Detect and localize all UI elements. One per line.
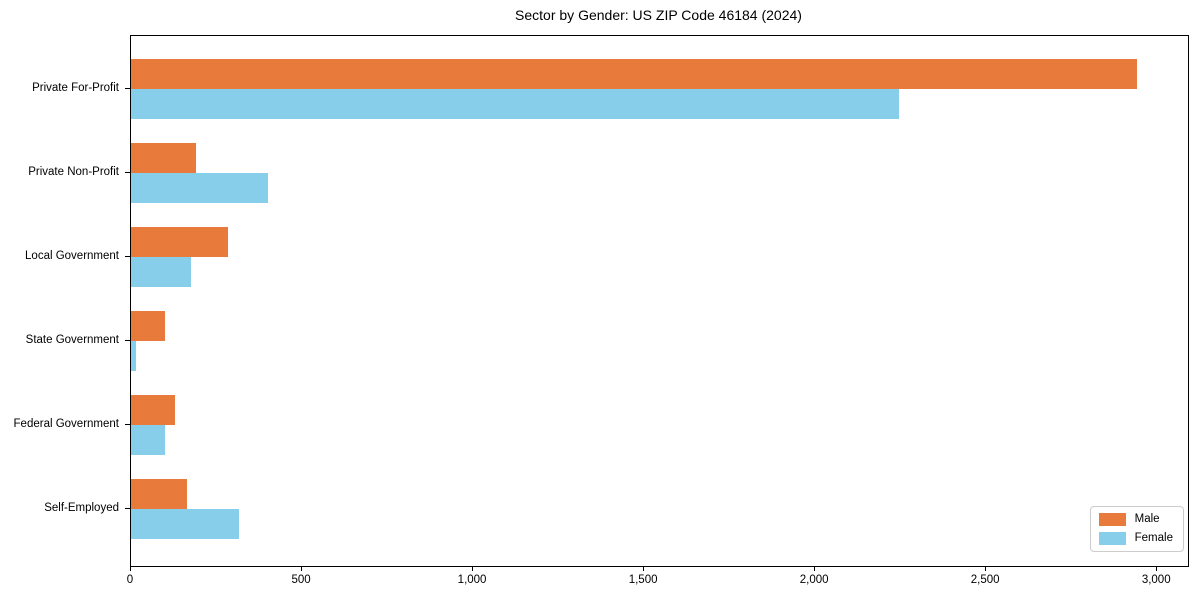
y-tick-label: Self-Employed <box>44 502 119 514</box>
bar-female-state-government <box>131 341 137 371</box>
legend-label-male: Male <box>1134 513 1160 525</box>
bar-male-private-non-profit <box>131 143 196 173</box>
y-tick-label: Private Non-Profit <box>28 166 119 178</box>
x-tick-label: 0 <box>126 574 134 586</box>
y-tick-label: Local Government <box>25 250 119 262</box>
y-tick-label: State Government <box>25 334 119 346</box>
bar-female-private-non-profit <box>131 173 268 203</box>
legend: Male Female <box>1089 506 1184 552</box>
x-tick-label: 2,000 <box>799 574 829 586</box>
legend-entry-female: Female <box>1098 532 1173 545</box>
x-tick-mark <box>643 566 645 571</box>
y-tick-mark <box>125 256 130 257</box>
y-tick-mark <box>125 172 130 173</box>
y-tick-mark <box>125 424 130 425</box>
x-tick-label: 1,500 <box>628 574 658 586</box>
bar-male-self-employed <box>131 479 188 509</box>
plot-area: Male Female <box>130 35 1189 567</box>
x-tick-label: 3,000 <box>1141 574 1171 586</box>
legend-swatch-male <box>1098 513 1126 526</box>
chart-title: Sector by Gender: US ZIP Code 46184 (202… <box>515 7 802 23</box>
y-tick-mark <box>125 508 130 509</box>
bar-male-federal-government <box>131 395 176 425</box>
x-tick-label: 2,500 <box>970 574 1000 586</box>
legend-label-female: Female <box>1134 532 1173 544</box>
x-tick-mark <box>1156 566 1158 571</box>
x-tick-mark <box>472 566 474 571</box>
bar-female-federal-government <box>131 425 166 455</box>
x-tick-mark <box>814 566 816 571</box>
bar-female-local-government <box>131 257 191 287</box>
y-tick-mark <box>125 340 130 341</box>
x-tick-mark <box>301 566 303 571</box>
bar-female-self-employed <box>131 509 239 539</box>
legend-swatch-female <box>1098 532 1126 545</box>
x-tick-mark <box>130 566 131 571</box>
bar-male-local-government <box>131 227 229 257</box>
bar-female-private-for-profit <box>131 89 899 119</box>
bar-male-state-government <box>131 311 166 341</box>
y-tick-label: Federal Government <box>13 418 119 430</box>
x-tick-label: 1,000 <box>457 574 487 586</box>
x-tick-mark <box>985 566 987 571</box>
y-tick-mark <box>125 88 130 89</box>
legend-entry-male: Male <box>1098 513 1173 526</box>
y-tick-label: Private For-Profit <box>32 82 119 94</box>
x-tick-label: 500 <box>291 574 311 586</box>
bar-male-private-for-profit <box>131 59 1137 89</box>
